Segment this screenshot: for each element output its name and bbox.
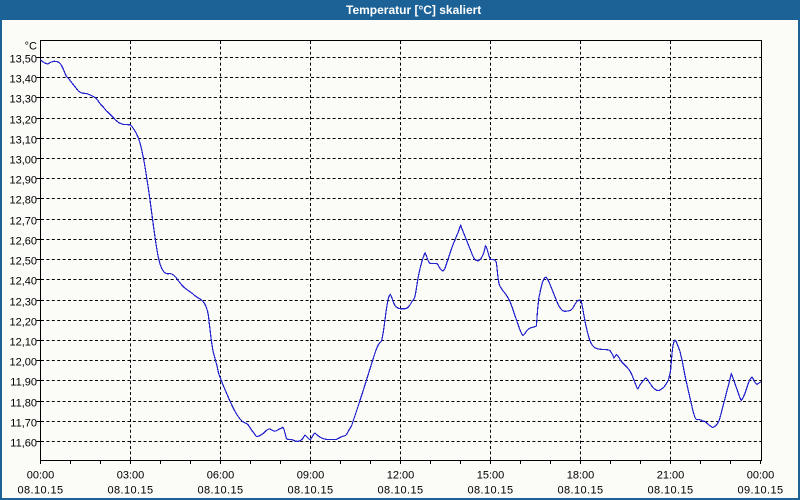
svg-text:08.10.15: 08.10.15 bbox=[17, 485, 63, 497]
svg-text:12,70: 12,70 bbox=[9, 216, 37, 228]
svg-text:03:00: 03:00 bbox=[117, 470, 145, 482]
svg-text:08.10.15: 08.10.15 bbox=[197, 485, 243, 497]
svg-text:11,70: 11,70 bbox=[10, 418, 37, 430]
svg-text:11,90: 11,90 bbox=[10, 377, 37, 389]
svg-text:13,40: 13,40 bbox=[9, 74, 37, 86]
svg-text:09.10.15: 09.10.15 bbox=[737, 485, 783, 497]
svg-text:12,20: 12,20 bbox=[9, 317, 37, 329]
svg-text:12,00: 12,00 bbox=[9, 357, 37, 369]
svg-text:21:00: 21:00 bbox=[657, 470, 685, 482]
svg-text:08.10.15: 08.10.15 bbox=[107, 485, 153, 497]
svg-text:08.10.15: 08.10.15 bbox=[467, 485, 513, 497]
svg-text:08.10.15: 08.10.15 bbox=[287, 485, 333, 497]
svg-text:12,30: 12,30 bbox=[9, 297, 37, 309]
svg-text:12,60: 12,60 bbox=[9, 236, 37, 248]
svg-text:15:00: 15:00 bbox=[477, 470, 505, 482]
svg-text:12:00: 12:00 bbox=[387, 470, 415, 482]
svg-text:09:00: 09:00 bbox=[297, 470, 325, 482]
svg-text:13,20: 13,20 bbox=[9, 115, 37, 127]
svg-text:°C: °C bbox=[25, 40, 37, 52]
svg-text:13,50: 13,50 bbox=[9, 54, 37, 66]
svg-text:12,50: 12,50 bbox=[9, 256, 37, 268]
svg-text:08.10.15: 08.10.15 bbox=[377, 485, 423, 497]
svg-text:00:00: 00:00 bbox=[747, 470, 775, 482]
svg-text:13,10: 13,10 bbox=[9, 135, 37, 147]
svg-text:11,80: 11,80 bbox=[10, 398, 37, 410]
svg-text:06:00: 06:00 bbox=[207, 470, 235, 482]
svg-text:13,30: 13,30 bbox=[9, 94, 37, 106]
svg-text:12,80: 12,80 bbox=[9, 195, 37, 207]
svg-text:08.10.15: 08.10.15 bbox=[647, 485, 693, 497]
svg-text:11,60: 11,60 bbox=[10, 438, 37, 450]
svg-text:12,40: 12,40 bbox=[9, 276, 37, 288]
svg-text:00:00: 00:00 bbox=[27, 470, 55, 482]
svg-text:12,90: 12,90 bbox=[9, 175, 37, 187]
svg-text:18:00: 18:00 bbox=[567, 470, 595, 482]
svg-text:13,00: 13,00 bbox=[9, 155, 37, 167]
svg-text:08.10.15: 08.10.15 bbox=[557, 485, 603, 497]
svg-text:12,10: 12,10 bbox=[9, 337, 37, 349]
